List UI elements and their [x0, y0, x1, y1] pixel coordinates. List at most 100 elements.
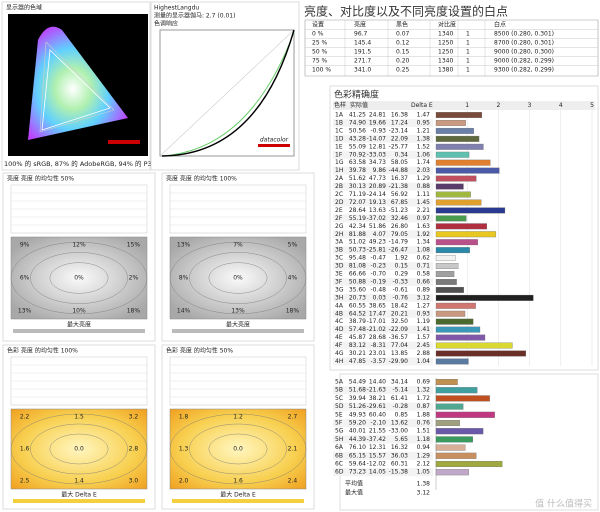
lab-value: 34.14 — [391, 379, 408, 386]
lab-value: 81.88 — [349, 231, 366, 238]
table-cell: 0 % — [312, 31, 324, 38]
summary-label: 最大值 — [345, 489, 363, 497]
lab-value: 61.41 — [391, 395, 408, 402]
delta-e-bar — [435, 387, 478, 394]
delta-e-bar — [435, 271, 455, 277]
cell-value: 4% — [288, 275, 298, 282]
lab-value: 9.86 — [373, 167, 387, 174]
delta-e-bar — [435, 286, 464, 293]
delta-e: 1.06 — [417, 151, 431, 158]
lab-value: 16.38 — [391, 112, 408, 119]
x-tick-label: 4 — [559, 102, 563, 109]
gamma-title: HighestLangdu — [154, 5, 199, 12]
cell-value: 0% — [233, 275, 243, 282]
table-cell: 8700 (0.280, 0.301) — [494, 40, 554, 47]
lab-value: 65.15 — [349, 452, 366, 459]
table-cell: 9000 (0.280, 0.300) — [494, 49, 554, 56]
cell-value: 18% — [286, 307, 300, 314]
delta-e-bar — [435, 135, 480, 142]
row-bg — [333, 262, 433, 271]
lab-value: 55.09 — [349, 143, 366, 150]
map-footer: 最大 Delta E — [220, 491, 256, 499]
delta-e: 1.88 — [417, 411, 431, 418]
lab-value: 55.19 — [349, 215, 366, 222]
lab-value: 77.04 — [391, 342, 408, 349]
lab-value: 66.66 — [349, 271, 366, 278]
delta-e: 1.72 — [417, 395, 431, 402]
table-cell: 0.20 — [396, 58, 410, 65]
table-cell: 1340 — [438, 58, 453, 65]
table-cell: 271.7 — [354, 58, 371, 65]
table-cell: 1 — [466, 40, 470, 47]
row-bg — [333, 293, 433, 302]
lab-value: 56.92 — [391, 191, 408, 198]
sample-id: 5E — [335, 411, 343, 418]
lab-value: 59.64 — [349, 461, 366, 468]
delta-e: 1.34 — [417, 239, 431, 246]
delta-e-bar — [435, 167, 500, 174]
sample-id: 4H — [335, 358, 343, 365]
lab-value: 67.85 — [391, 199, 408, 206]
lab-value: 16.37 — [391, 175, 408, 182]
lab-value: 63.58 — [349, 159, 366, 166]
x-tick-label: 1 — [465, 102, 469, 109]
table-cell: 1250 — [438, 49, 453, 56]
table-header: 设置 — [312, 21, 324, 29]
lab-value: 26.80 — [391, 223, 408, 230]
sample-id: 1B — [335, 119, 343, 126]
lab-value: 32.50 — [391, 318, 408, 325]
delta-e: 1.32 — [417, 387, 431, 394]
contour — [49, 262, 109, 294]
gamma-curve — [161, 31, 295, 157]
delta-e-bar — [435, 334, 486, 341]
delta-e: 1.08 — [417, 247, 431, 254]
lab-value: -0.93 — [370, 127, 386, 134]
lab-value: 47.85 — [349, 358, 366, 365]
table-cell: 341.0 — [354, 67, 371, 74]
lab-value: 76.10 — [349, 444, 366, 451]
delta-e: 0.62 — [417, 255, 431, 262]
lab-value: 15.57 — [369, 452, 386, 459]
delta-e-bar — [435, 444, 466, 451]
delta-e-bar — [435, 428, 484, 435]
lab-value: 18.42 — [391, 302, 408, 309]
delta-e: 1.51 — [417, 428, 431, 435]
cell-value: 7% — [233, 242, 243, 249]
delta-e: 1.74 — [417, 159, 431, 166]
sample-id: 4C — [335, 318, 343, 325]
delta-e-bar — [435, 191, 471, 198]
table-header: 实际值 — [350, 101, 368, 109]
delta-e-bar — [435, 175, 477, 182]
delta-e-bar — [435, 143, 484, 150]
row-bg — [333, 166, 433, 175]
sample-id: 1D — [335, 135, 344, 142]
delta-e-bar — [435, 452, 477, 459]
delta-e-bar — [435, 294, 534, 301]
lab-value: -17.01 — [367, 318, 387, 325]
contour — [169, 413, 307, 485]
accuracy-title: 色彩精确度 — [334, 89, 379, 101]
lab-value: 17.47 — [369, 310, 386, 317]
table-cell: 0.25 — [396, 67, 410, 74]
sample-id: 4D — [335, 326, 344, 333]
lab-value: 28.68 — [369, 334, 386, 341]
map-footer: 最大亮度 — [226, 321, 250, 329]
delta-e-bar — [435, 460, 503, 468]
delta-e: 1.41 — [417, 326, 431, 333]
brightness-title: 亮度、对比度以及不同亮度设置的白点 — [304, 4, 508, 19]
table-header: Delta E — [411, 102, 433, 109]
sample-id: 6A — [335, 444, 344, 451]
cell-value: 1.6 — [233, 478, 243, 485]
lab-value: 16.32 — [391, 444, 408, 451]
cell-value: 0% — [74, 275, 84, 282]
cell-value: 5% — [288, 242, 298, 249]
lab-value: 1.92 — [395, 255, 409, 262]
table-cell: 1 — [466, 31, 470, 38]
delta-e-bar — [435, 378, 458, 386]
lab-value: 38.21 — [369, 395, 386, 402]
delta-e: 2.12 — [417, 461, 431, 468]
delta-e: 0.89 — [417, 286, 431, 293]
row-bg — [333, 230, 433, 239]
table-cell: 1380 — [438, 67, 453, 74]
cell-value: 2.8 — [129, 446, 139, 453]
